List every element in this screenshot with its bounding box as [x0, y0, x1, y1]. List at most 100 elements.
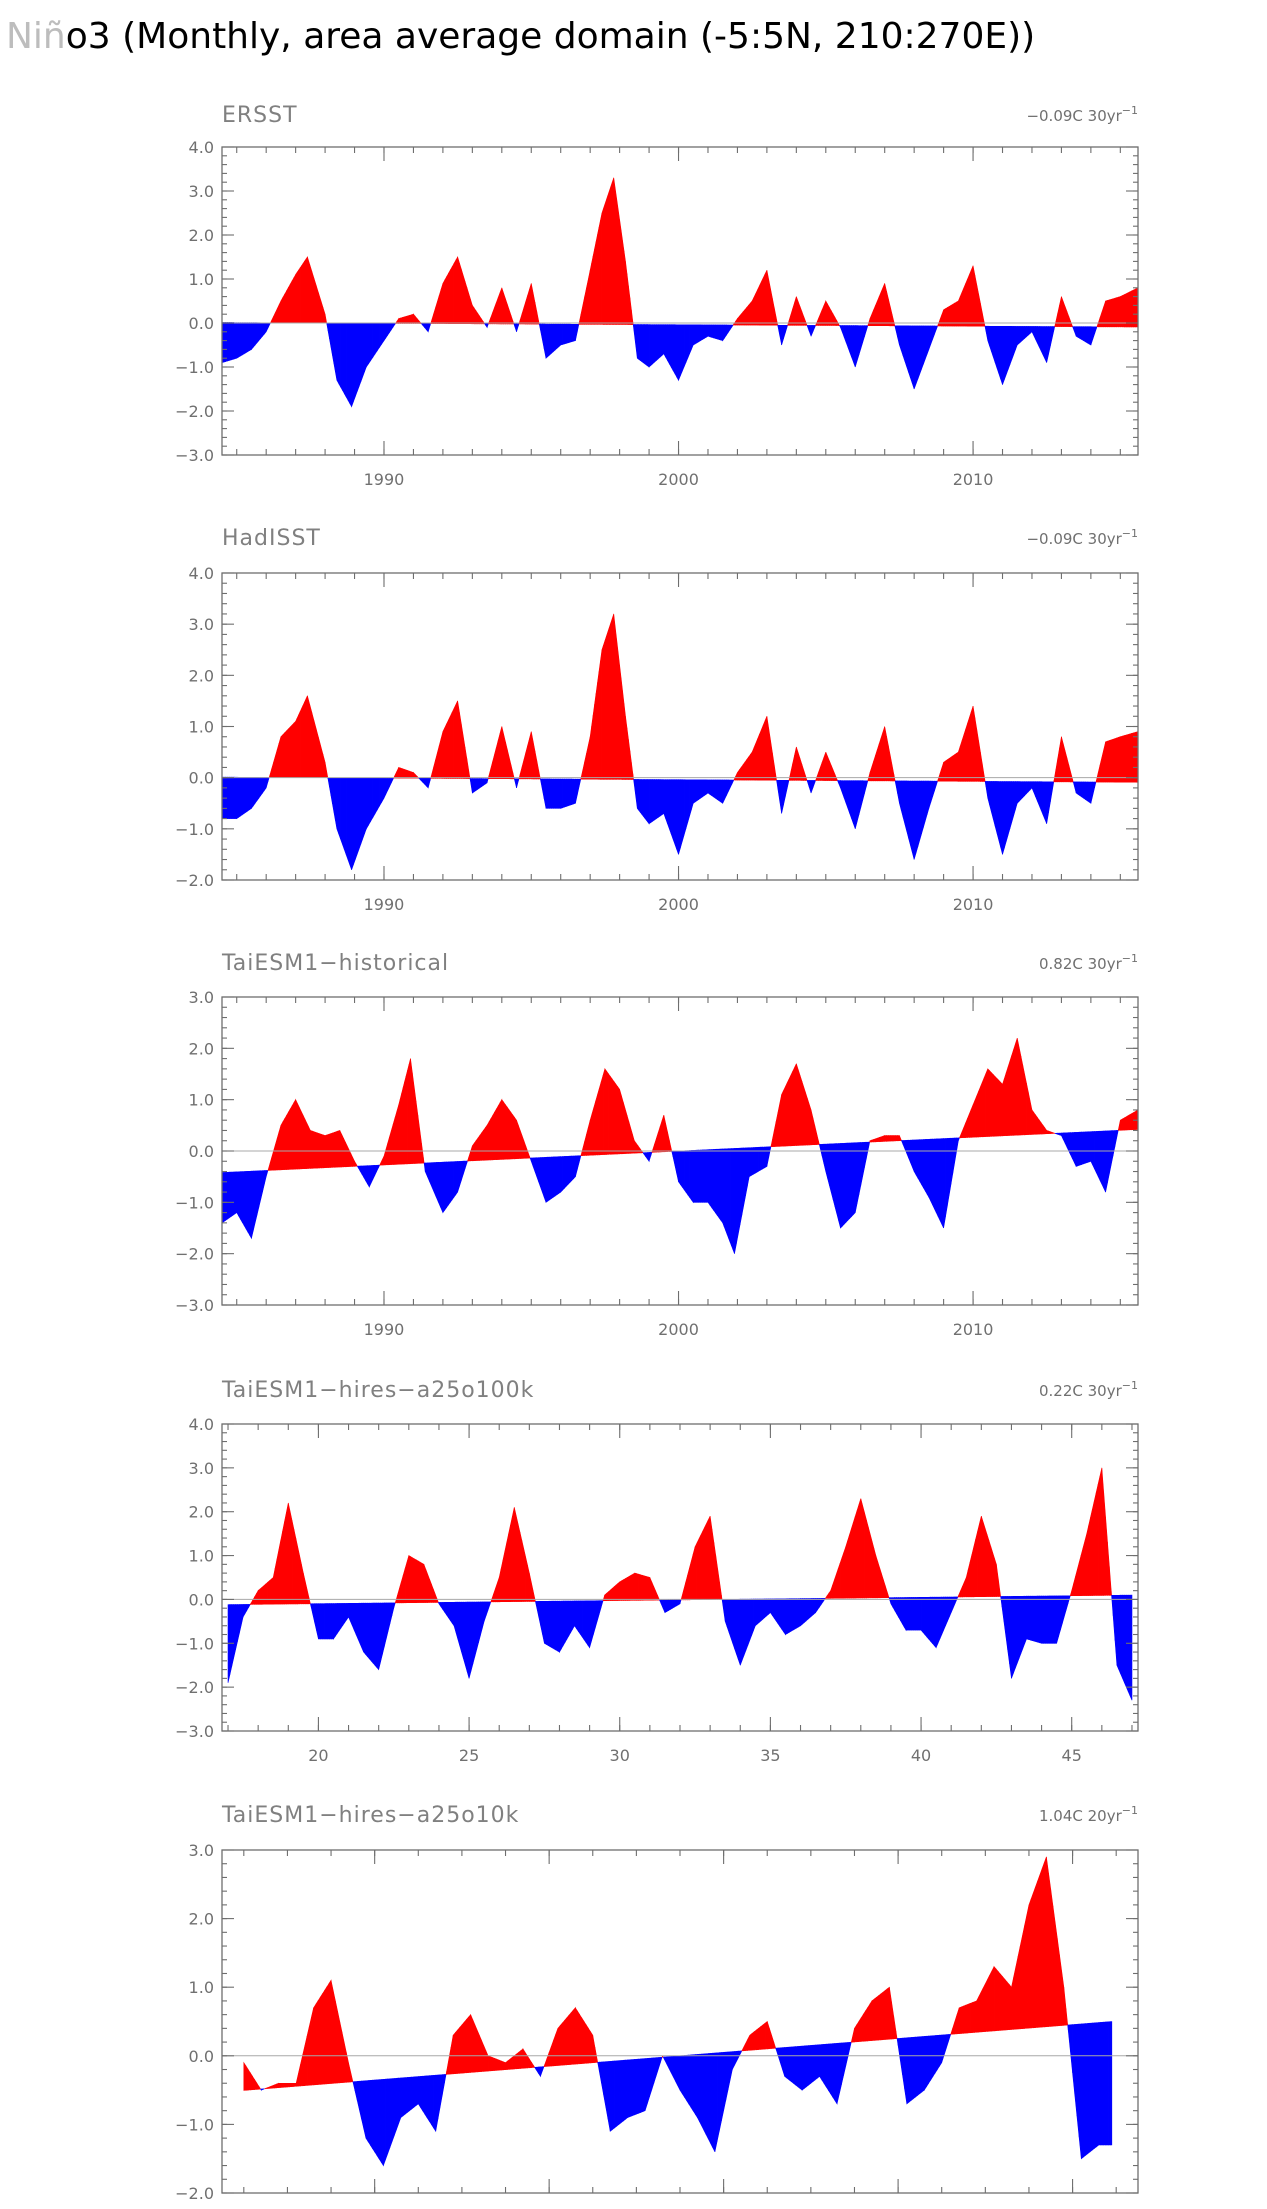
positive-anomaly-area	[511, 2055, 515, 2070]
positive-anomaly-area	[461, 2021, 465, 2074]
negative-anomaly-area	[411, 2076, 415, 2110]
negative-anomaly-area	[377, 777, 380, 811]
negative-anomaly-area	[601, 2061, 604, 2096]
y-tick-label: 0.0	[189, 2047, 214, 2066]
positive-anomaly-area	[322, 753, 326, 779]
positive-anomaly-area	[1124, 1115, 1128, 1131]
positive-anomaly-area	[1004, 1978, 1008, 2031]
positive-anomaly-area	[1057, 1938, 1060, 2027]
negative-anomaly-area	[651, 2057, 655, 2091]
positive-anomaly-area	[1128, 733, 1132, 783]
positive-anomaly-area	[1126, 1114, 1130, 1131]
positive-anomaly-area	[745, 2039, 748, 2051]
negative-anomaly-area	[748, 1147, 752, 1178]
area-fills	[227, 1467, 1133, 1701]
negative-anomaly-area	[657, 2057, 661, 2070]
positive-anomaly-area	[269, 2085, 273, 2089]
positive-anomaly-area	[289, 2082, 293, 2088]
negative-anomaly-area	[578, 1155, 582, 1163]
y-tick-label: 1.0	[189, 718, 214, 737]
negative-anomaly-area	[806, 2045, 809, 2088]
y-tick-label: 3.0	[189, 182, 214, 201]
positive-anomaly-area	[751, 2031, 755, 2051]
positive-anomaly-area	[527, 2054, 530, 2069]
negative-anomaly-area	[926, 2035, 929, 2088]
positive-anomaly-area	[544, 2058, 548, 2067]
negative-anomaly-area	[607, 2061, 611, 2132]
negative-anomaly-area	[404, 2077, 408, 2115]
negative-anomaly-area	[433, 1162, 437, 1198]
positive-anomaly-area	[1065, 2008, 1069, 2026]
y-tick-label: −1.0	[175, 820, 214, 839]
negative-anomaly-area	[389, 2078, 393, 2148]
panel-ersst: ERSST −0.09C 30yr−1 4.0 3.0 2.0 1.0 0.0 −1.0 −…	[175, 103, 1139, 489]
positive-anomaly-area	[758, 2026, 761, 2050]
x-tick-label: 35	[760, 1746, 780, 1765]
negative-anomaly-area	[897, 2037, 901, 2061]
positive-anomaly-area	[1019, 1935, 1023, 2030]
negative-anomaly-area	[825, 2043, 829, 2092]
positive-anomaly-area	[320, 299, 324, 324]
positive-anomaly-area	[886, 1986, 890, 2040]
negative-anomaly-area	[843, 2042, 847, 2076]
positive-anomaly-area	[282, 2082, 286, 2088]
positive-anomaly-area	[862, 2010, 866, 2042]
negative-anomaly-area	[714, 2052, 718, 2152]
positive-anomaly-area	[749, 2032, 753, 2051]
positive-anomaly-area	[356, 1163, 358, 1167]
positive-anomaly-area	[524, 2051, 528, 2069]
y-tick-label: 0.0	[189, 1590, 214, 1609]
negative-anomaly-area	[352, 2081, 356, 2092]
positive-anomaly-area	[468, 769, 471, 779]
positive-anomaly-area	[1041, 1862, 1045, 2028]
negative-anomaly-area	[838, 2042, 842, 2095]
positive-anomaly-area	[555, 2028, 559, 2066]
positive-anomaly-area	[762, 2022, 766, 2050]
positive-anomaly-area	[742, 2043, 746, 2052]
positive-anomaly-area	[450, 2035, 454, 2075]
positive-anomaly-area	[1128, 1113, 1132, 1131]
negative-anomaly-area	[361, 2080, 365, 2129]
area-fills	[221, 613, 1139, 870]
negative-anomaly-area	[904, 2037, 908, 2104]
positive-anomaly-area	[317, 1996, 321, 2085]
positive-anomaly-area	[318, 737, 321, 779]
positive-anomaly-area	[1122, 1117, 1126, 1131]
negative-anomaly-area	[578, 778, 582, 787]
positive-anomaly-area	[326, 1982, 330, 2085]
positive-anomaly-area	[313, 2003, 317, 2086]
trend-text: −0.09C 30yr	[1026, 107, 1122, 125]
positive-anomaly-area	[455, 2029, 458, 2074]
positive-anomaly-area	[311, 712, 315, 778]
negative-anomaly-area	[400, 2077, 404, 2119]
positive-anomaly-area	[1120, 295, 1123, 328]
negative-anomaly-area	[646, 2057, 650, 2104]
trend-text: 1.04C 20yr	[1039, 1807, 1123, 1825]
negative-anomaly-area	[381, 777, 385, 804]
positive-anomaly-area	[961, 2005, 964, 2034]
negative-anomaly-area	[614, 2060, 618, 2129]
positive-anomaly-area	[871, 1998, 875, 2041]
negative-anomaly-area	[650, 1152, 653, 1156]
negative-anomaly-area	[466, 1160, 468, 1164]
positive-anomaly-area	[856, 2020, 860, 2043]
positive-anomaly-area	[335, 2000, 338, 2084]
negative-anomaly-area	[383, 2078, 386, 2166]
positive-anomaly-area	[267, 2086, 271, 2089]
negative-anomaly-area	[664, 2056, 668, 2065]
positive-anomaly-area	[818, 1140, 820, 1145]
negative-anomaly-area	[1085, 2023, 1089, 2156]
negative-anomaly-area	[359, 2080, 362, 2120]
positive-anomaly-area	[1070, 321, 1073, 327]
negative-anomaly-area	[723, 2051, 727, 2111]
negative-anomaly-area	[627, 2059, 631, 2118]
positive-anomaly-area	[1030, 1892, 1034, 2029]
positive-anomaly-area	[274, 2083, 277, 2089]
positive-anomaly-area	[546, 2052, 550, 2067]
negative-anomaly-area	[393, 1602, 396, 1609]
negative-anomaly-area	[801, 2045, 805, 2091]
positive-anomaly-area	[307, 256, 310, 324]
positive-anomaly-area	[295, 2073, 299, 2087]
positive-anomaly-area	[585, 2023, 589, 2064]
negative-anomaly-area	[908, 2037, 912, 2103]
